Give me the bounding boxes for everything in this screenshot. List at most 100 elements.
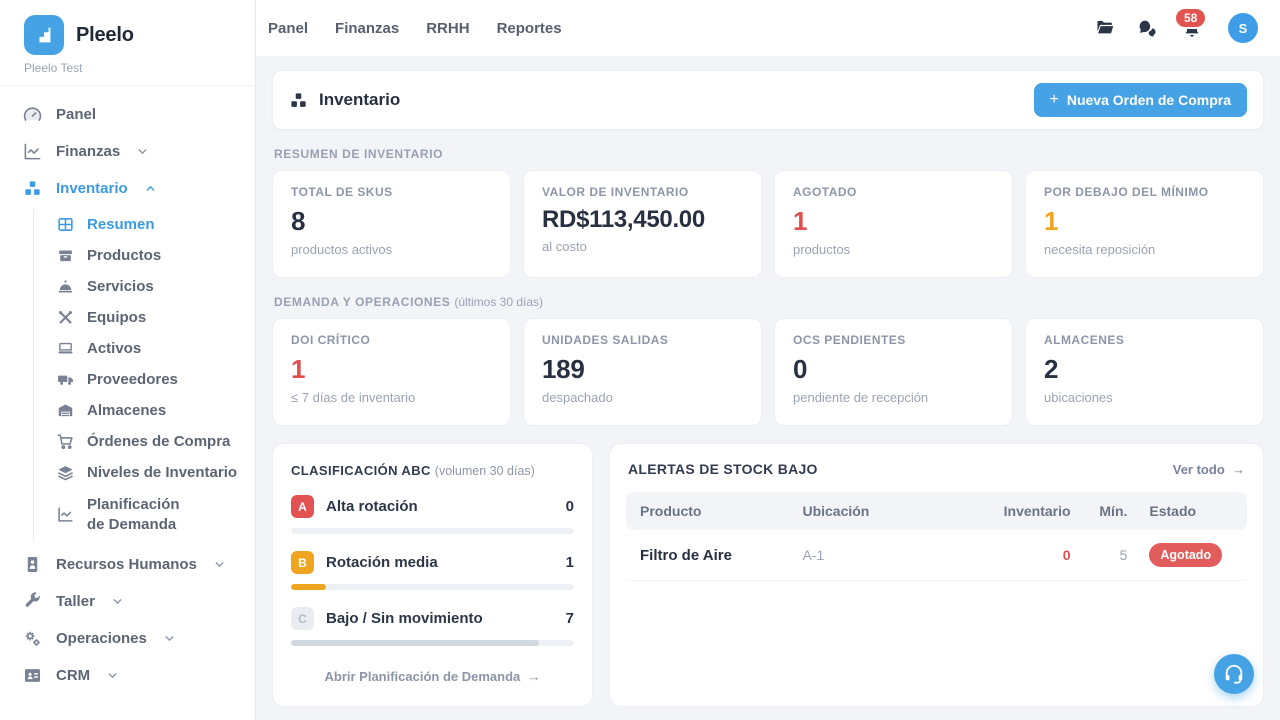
section-label-demanda: DEMANDA Y OPERACIONES (últimos 30 días) bbox=[274, 295, 544, 309]
cell-inventario: 0 bbox=[1062, 547, 1071, 563]
stat-label: ALMACENES bbox=[1044, 333, 1125, 347]
abc-count: 1 bbox=[565, 554, 574, 571]
abc-note: (volumen 30 días) bbox=[434, 464, 535, 478]
top-actions: 58 S bbox=[1095, 7, 1258, 43]
cell-producto: Filtro de Aire bbox=[640, 546, 732, 564]
support-chat-button[interactable] bbox=[1214, 654, 1254, 694]
new-purchase-order-button[interactable]: + Nueva Orden de Compra bbox=[1033, 83, 1247, 117]
abc-badge-c: C bbox=[291, 607, 314, 630]
shopping-cart-icon bbox=[57, 433, 74, 450]
cell-min: 5 bbox=[1119, 547, 1128, 563]
chevron-down-icon bbox=[136, 145, 149, 158]
plus-icon: + bbox=[1049, 91, 1059, 108]
sidebar-item-operaciones[interactable]: Operaciones bbox=[0, 620, 255, 657]
abc-row-c: C Bajo / Sin movimiento 7 bbox=[291, 607, 574, 646]
cloche-icon bbox=[57, 278, 74, 295]
column-min: Mín. bbox=[1099, 503, 1128, 519]
stat-sub: necesita reposición bbox=[1044, 242, 1156, 257]
sidebar-item-label: Inventario bbox=[56, 180, 128, 197]
demand-stats-grid: DOI CRÍTICO 1 ≤ 7 días de inventario UNI… bbox=[272, 318, 1264, 426]
stat-sub: productos activos bbox=[291, 242, 393, 257]
sidebar-item-servicios[interactable]: Servicios bbox=[34, 271, 255, 302]
trend-chart-icon bbox=[57, 506, 74, 523]
page-title: Inventario bbox=[289, 90, 400, 110]
alerts-title: ALERTAS DE STOCK BAJO bbox=[628, 461, 818, 477]
sidebar-item-crm[interactable]: CRM bbox=[0, 657, 255, 694]
sidebar-item-almacenes[interactable]: Almacenes bbox=[34, 395, 255, 426]
sidebar: Pleelo Pleelo Test Panel Finanzas Invent… bbox=[0, 0, 256, 720]
sidebar-item-label: Operaciones bbox=[56, 629, 147, 647]
abc-row-b: B Rotación media 1 bbox=[291, 551, 574, 590]
topnav-panel[interactable]: Panel bbox=[268, 19, 309, 37]
contact-card-icon bbox=[23, 666, 42, 685]
top-nav: Panel Finanzas RRHH Reportes bbox=[268, 20, 562, 37]
sidebar-item-recursos-humanos[interactable]: Recursos Humanos bbox=[0, 546, 255, 583]
topnav-reportes[interactable]: Reportes bbox=[496, 19, 562, 37]
workspace-name: Pleelo Test bbox=[24, 61, 83, 75]
sidebar-item-label: Órdenes de Compra bbox=[87, 433, 231, 450]
stat-sub: pendiente de recepción bbox=[793, 390, 929, 405]
top-bar: Panel Finanzas RRHH Reportes 58 S bbox=[256, 0, 1280, 57]
table-row[interactable]: Filtro de Aire A-1 0 5 Agotado bbox=[626, 530, 1247, 581]
stat-value: 1 bbox=[793, 206, 808, 236]
abc-name: Rotación media bbox=[326, 554, 438, 571]
stat-card-doi-critico: DOI CRÍTICO 1 ≤ 7 días de inventario bbox=[272, 318, 511, 426]
sidebar-item-ordenes-compra[interactable]: Órdenes de Compra bbox=[34, 426, 255, 457]
topnav-finanzas[interactable]: Finanzas bbox=[335, 19, 400, 37]
sidebar-item-label: Activos bbox=[87, 340, 142, 357]
sidebar-item-activos[interactable]: Activos bbox=[34, 333, 255, 364]
sidebar-item-panel[interactable]: Panel bbox=[0, 96, 255, 133]
status-badge: Agotado bbox=[1149, 543, 1223, 567]
arrow-right-icon: → bbox=[527, 669, 541, 684]
notification-count-badge: 58 bbox=[1174, 7, 1208, 29]
abc-progress-a bbox=[291, 528, 574, 534]
stat-sub: al costo bbox=[542, 239, 587, 254]
folder-open-icon[interactable] bbox=[1095, 18, 1115, 38]
stat-value: 0 bbox=[793, 354, 808, 384]
open-demand-planning-link[interactable]: Abrir Planificación de Demanda → bbox=[324, 669, 541, 684]
sidebar-item-label: Finanzas bbox=[56, 143, 121, 160]
notifications-button[interactable]: 58 bbox=[1174, 7, 1208, 41]
content-area: Inventario + Nueva Orden de Compra RESUM… bbox=[256, 57, 1280, 720]
stat-card-unidades-salidas: UNIDADES SALIDAS 189 despachado bbox=[523, 318, 762, 426]
sidebar-item-label: Recursos Humanos bbox=[56, 555, 197, 573]
sidebar-item-equipos[interactable]: Equipos bbox=[34, 302, 255, 333]
sidebar-item-finanzas[interactable]: Finanzas bbox=[0, 133, 255, 170]
id-badge-icon bbox=[23, 555, 42, 574]
abc-count: 0 bbox=[565, 498, 574, 515]
chevron-down-icon bbox=[106, 669, 119, 682]
stat-label: AGOTADO bbox=[793, 185, 857, 199]
chevron-down-icon bbox=[111, 595, 124, 608]
brand-block: Pleelo Pleelo Test bbox=[0, 0, 255, 86]
sidebar-item-label: Almacenes bbox=[87, 402, 167, 419]
user-avatar[interactable]: S bbox=[1228, 13, 1258, 43]
sidebar-item-planificacion-demanda[interactable]: Planificación de Demanda bbox=[34, 488, 255, 542]
sidebar-item-resumen[interactable]: Resumen bbox=[34, 209, 255, 240]
stat-label: POR DEBAJO DEL MÍNIMO bbox=[1044, 185, 1209, 199]
laptop-icon bbox=[57, 340, 74, 357]
chevron-down-icon bbox=[163, 632, 176, 645]
stat-sub: despachado bbox=[542, 390, 613, 405]
arrow-right-icon: → bbox=[1232, 461, 1245, 477]
sidebar-item-niveles-inventario[interactable]: Niveles de Inventario bbox=[34, 457, 255, 488]
stat-label: VALOR DE INVENTARIO bbox=[542, 185, 689, 199]
topnav-rrhh[interactable]: RRHH bbox=[426, 19, 470, 37]
sidebar-item-label: CRM bbox=[56, 666, 91, 684]
sidebar-item-inventario[interactable]: Inventario bbox=[0, 170, 255, 207]
sidebar-item-label: Productos bbox=[87, 247, 162, 264]
view-all-link[interactable]: Ver todo → bbox=[1172, 461, 1245, 477]
sidebar-item-label: Planificación de Demanda bbox=[87, 496, 180, 533]
sidebar-item-proveedores[interactable]: Proveedores bbox=[34, 364, 255, 395]
warehouse-icon bbox=[57, 402, 74, 419]
sidebar-item-label: Taller bbox=[56, 592, 95, 610]
boxes-icon bbox=[289, 91, 308, 110]
section-note: (últimos 30 días) bbox=[454, 295, 544, 309]
chat-bubbles-icon[interactable] bbox=[1137, 18, 1158, 39]
headset-icon bbox=[1223, 663, 1245, 685]
sidebar-item-label: Resumen bbox=[87, 216, 155, 233]
truck-icon bbox=[57, 371, 74, 388]
sidebar-item-taller[interactable]: Taller bbox=[0, 583, 255, 620]
column-ubicacion: Ubicación bbox=[802, 503, 870, 519]
abc-name: Bajo / Sin movimiento bbox=[326, 610, 483, 627]
sidebar-item-productos[interactable]: Productos bbox=[34, 240, 255, 271]
